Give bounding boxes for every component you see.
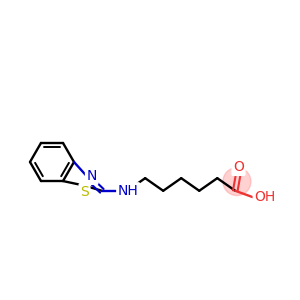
- Circle shape: [223, 168, 251, 196]
- Text: O: O: [233, 160, 244, 174]
- Text: N: N: [86, 169, 97, 183]
- Text: OH: OH: [254, 190, 275, 204]
- Text: S: S: [80, 184, 89, 199]
- Text: NH: NH: [118, 184, 139, 198]
